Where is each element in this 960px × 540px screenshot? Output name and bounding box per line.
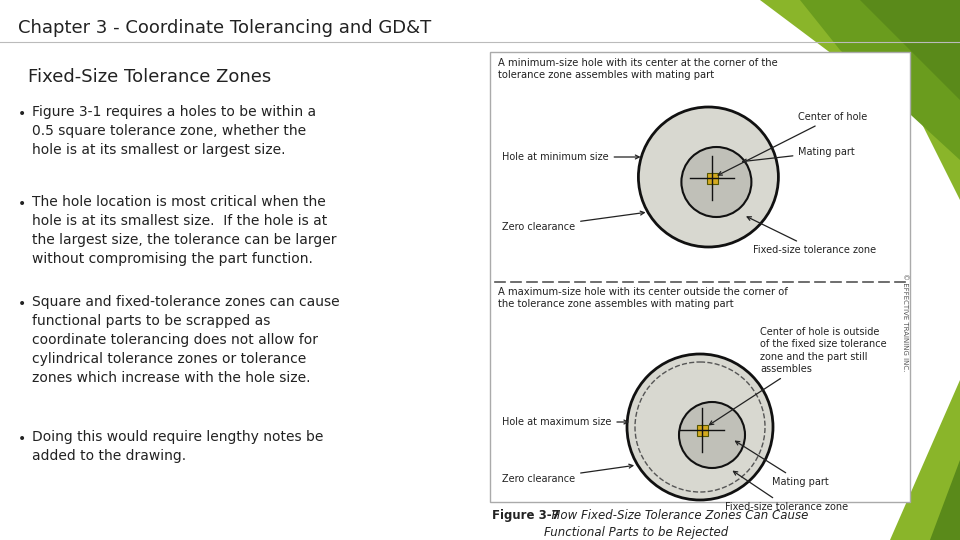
Text: •: • [18, 297, 26, 311]
Text: Figure 3-1 requires a holes to be within a
0.5 square tolerance zone, whether th: Figure 3-1 requires a holes to be within… [32, 105, 316, 157]
Text: Center of hole: Center of hole [718, 112, 868, 175]
Text: Hole at minimum size: Hole at minimum size [502, 152, 639, 162]
Circle shape [638, 107, 779, 247]
Polygon shape [800, 0, 960, 160]
Text: Hole at maximum size: Hole at maximum size [502, 417, 628, 427]
Bar [707, 172, 718, 184]
Text: The hole location is most critical when the
hole is at its smallest size.  If th: The hole location is most critical when … [32, 195, 337, 266]
Text: Square and fixed-tolerance zones can cause
functional parts to be scrapped as
co: Square and fixed-tolerance zones can cau… [32, 295, 340, 385]
Text: A maximum-size hole with its center outside the corner of
the tolerance zone ass: A maximum-size hole with its center outs… [498, 287, 788, 309]
Polygon shape [930, 460, 960, 540]
Text: How Fixed-Size Tolerance Zones Can Cause
Functional Parts to be Rejected: How Fixed-Size Tolerance Zones Can Cause… [544, 509, 808, 539]
Text: Fixed-size tolerance zone: Fixed-size tolerance zone [725, 471, 848, 512]
Polygon shape [760, 0, 960, 200]
Polygon shape [860, 0, 960, 100]
Text: Chapter 3 - Coordinate Tolerancing and GD&T: Chapter 3 - Coordinate Tolerancing and G… [18, 19, 431, 37]
Polygon shape [890, 380, 960, 540]
Text: Center of hole is outside
of the fixed size tolerance
zone and the part still
as: Center of hole is outside of the fixed s… [709, 327, 887, 425]
Text: Zero clearance: Zero clearance [502, 211, 644, 232]
Text: •: • [18, 432, 26, 446]
Text: A minimum-size hole with its center at the corner of the
tolerance zone assemble: A minimum-size hole with its center at t… [498, 58, 778, 80]
Text: Figure 3-7: Figure 3-7 [492, 509, 560, 522]
Text: •: • [18, 107, 26, 121]
Circle shape [627, 354, 773, 500]
Text: Zero clearance: Zero clearance [502, 464, 633, 484]
Bar [490, 52, 910, 502]
Circle shape [679, 402, 745, 468]
Circle shape [682, 147, 752, 217]
Text: Mating part: Mating part [742, 147, 855, 163]
Bar [697, 424, 708, 435]
Text: Fixed-Size Tolerance Zones: Fixed-Size Tolerance Zones [28, 68, 272, 86]
Text: © EFFECTIVE TRAINING INC.: © EFFECTIVE TRAINING INC. [902, 273, 908, 371]
Text: Mating part: Mating part [735, 441, 828, 487]
Text: •: • [18, 197, 26, 211]
Text: Doing this would require lengthy notes be
added to the drawing.: Doing this would require lengthy notes b… [32, 430, 324, 463]
Text: Fixed-size tolerance zone: Fixed-size tolerance zone [747, 217, 876, 255]
